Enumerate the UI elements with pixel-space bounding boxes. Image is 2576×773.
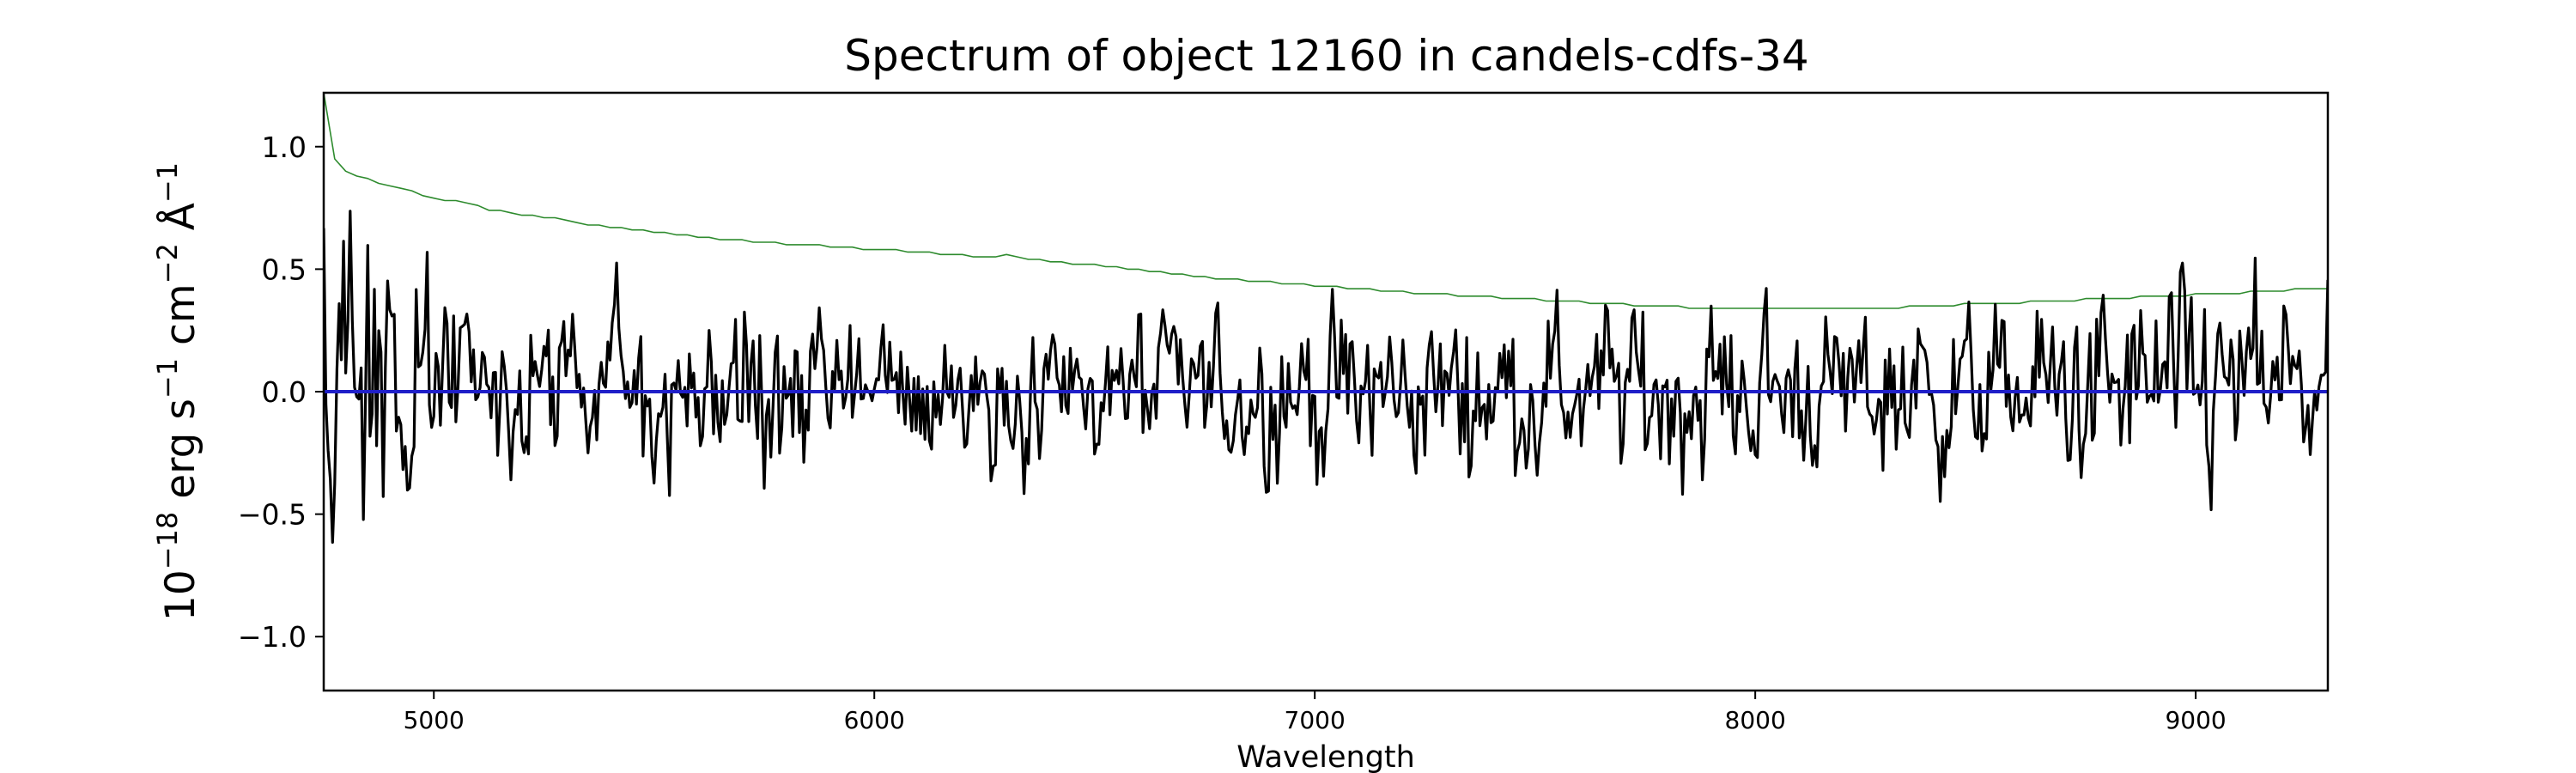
x-tick-label: 5000 [404, 706, 465, 734]
series-error-path [324, 93, 2328, 309]
series-error-line [324, 93, 2328, 309]
x-tick-label: 8000 [1725, 706, 1786, 734]
x-tick-label: 6000 [844, 706, 905, 734]
series-flux-line [324, 210, 2328, 544]
y-tick-label: −0.5 [238, 498, 307, 532]
chart-title: Spectrum of object 12160 in candels-cdfs… [844, 31, 1809, 81]
x-axis: 5000 6000 7000 8000 9000 [404, 691, 2227, 734]
y-tick-label: 0.5 [262, 253, 307, 286]
x-tick-label: 7000 [1285, 706, 1346, 734]
y-tick-label: 1.0 [262, 131, 307, 164]
plot-area [324, 93, 2328, 544]
x-tick-label: 9000 [2165, 706, 2226, 734]
y-axis: −1.0 −0.5 0.0 0.5 1.0 [238, 131, 324, 654]
series-flux-path [324, 210, 2328, 544]
x-axis-label: Wavelength [1236, 740, 1415, 773]
y-tick-label: 0.0 [262, 375, 307, 409]
y-axis-label: 10−18 erg s−1 cm−2 Å−1 [151, 162, 204, 621]
y-tick-label: −1.0 [238, 620, 307, 654]
